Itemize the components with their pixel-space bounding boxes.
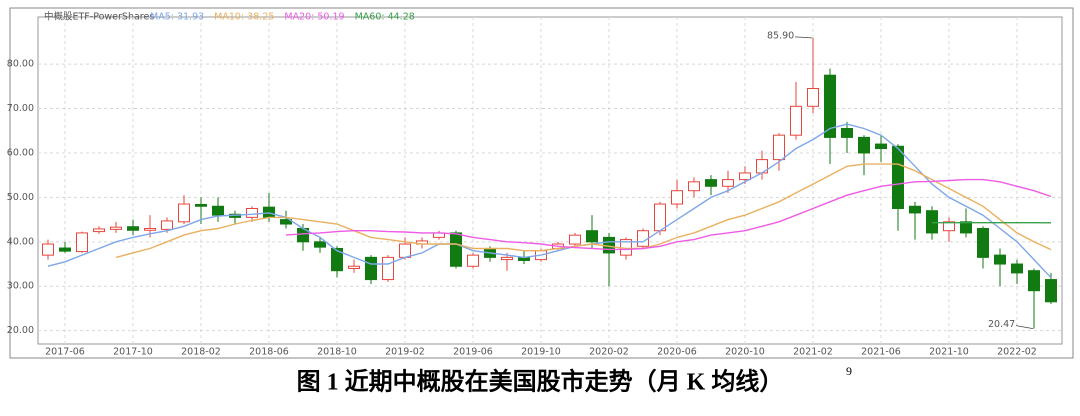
candle-body [145,228,156,230]
candle-body [43,244,54,255]
candle-body [927,211,938,233]
candle-body [961,222,972,233]
candle-body [128,227,139,231]
candle-body [978,228,989,257]
y-tick-label: 80.00 [7,59,34,70]
candle-body [468,255,479,266]
candle-body [111,227,122,229]
candle-body [774,135,785,159]
x-tick-label: 2021-10 [929,347,969,358]
x-tick-label: 2017-06 [45,347,85,358]
annotation-label: 20.47 [988,319,1015,330]
x-tick-label: 2020-02 [589,347,629,358]
candle-body [910,206,921,213]
y-tick-label: 60.00 [7,147,34,158]
candle-body [706,180,717,187]
x-tick-label: 2019-10 [521,347,561,358]
y-tick-label: 70.00 [7,103,34,114]
candle-body [94,229,105,232]
candle-body [383,257,394,279]
x-tick-label: 2019-06 [453,347,493,358]
x-tick-label: 2018-02 [181,347,221,358]
candle-body [1046,280,1057,302]
candle-body [179,204,190,222]
candle-body [451,233,462,266]
x-tick-label: 2019-02 [385,347,425,358]
x-tick-label: 2020-06 [657,347,697,358]
candle-body [247,208,258,217]
legend-entry: MA5: 31.93 [150,12,204,23]
legend-entry: MA60: 44.28 [355,12,415,23]
caption-note: 9 [846,364,852,378]
candle-body [740,173,751,180]
y-tick-label: 30.00 [7,281,34,292]
candle-body [859,137,870,153]
x-tick-label: 2018-10 [317,347,357,358]
candle-body [366,257,377,279]
candle-body [1012,264,1023,273]
legend-entry: MA20: 50.19 [284,12,344,23]
candle-body [502,257,513,259]
candle-body [196,204,207,206]
candle-body [893,146,904,208]
x-tick-label: 2022-02 [997,347,1037,358]
candle-body [791,106,802,135]
candle-body [60,248,71,251]
candle-body [672,191,683,204]
annotation-label: 85.90 [767,30,794,41]
candle-body [808,89,819,107]
candle-body [723,180,734,187]
candle-body [842,129,853,138]
candle-body [587,231,598,242]
candle-body [689,182,700,191]
candle-body [570,235,581,244]
candle-body [995,255,1006,264]
candle-body [77,233,88,252]
x-tick-label: 2021-06 [861,347,901,358]
x-tick-label: 2020-10 [725,347,765,358]
candle-body [315,242,326,247]
legend-title: 中概股ETF-PowerShares [44,11,154,23]
candle-body [162,221,173,229]
legend-entry: MA10: 38.25 [214,12,274,23]
x-tick-label: 2017-10 [113,347,153,358]
candle-body [400,244,411,257]
y-tick-label: 40.00 [7,236,34,247]
x-tick-label: 2018-06 [249,347,289,358]
caption: 图 1 近期中概股在美国股市走势（月 K 均线） [297,368,784,396]
candle-body [655,204,666,231]
candle-body [349,266,360,268]
candle-body [1029,271,1040,291]
y-tick-label: 20.00 [7,325,34,336]
candle-body [213,206,224,215]
candle-body [876,144,887,148]
x-tick-label: 2021-02 [793,347,833,358]
y-tick-label: 50.00 [7,192,34,203]
